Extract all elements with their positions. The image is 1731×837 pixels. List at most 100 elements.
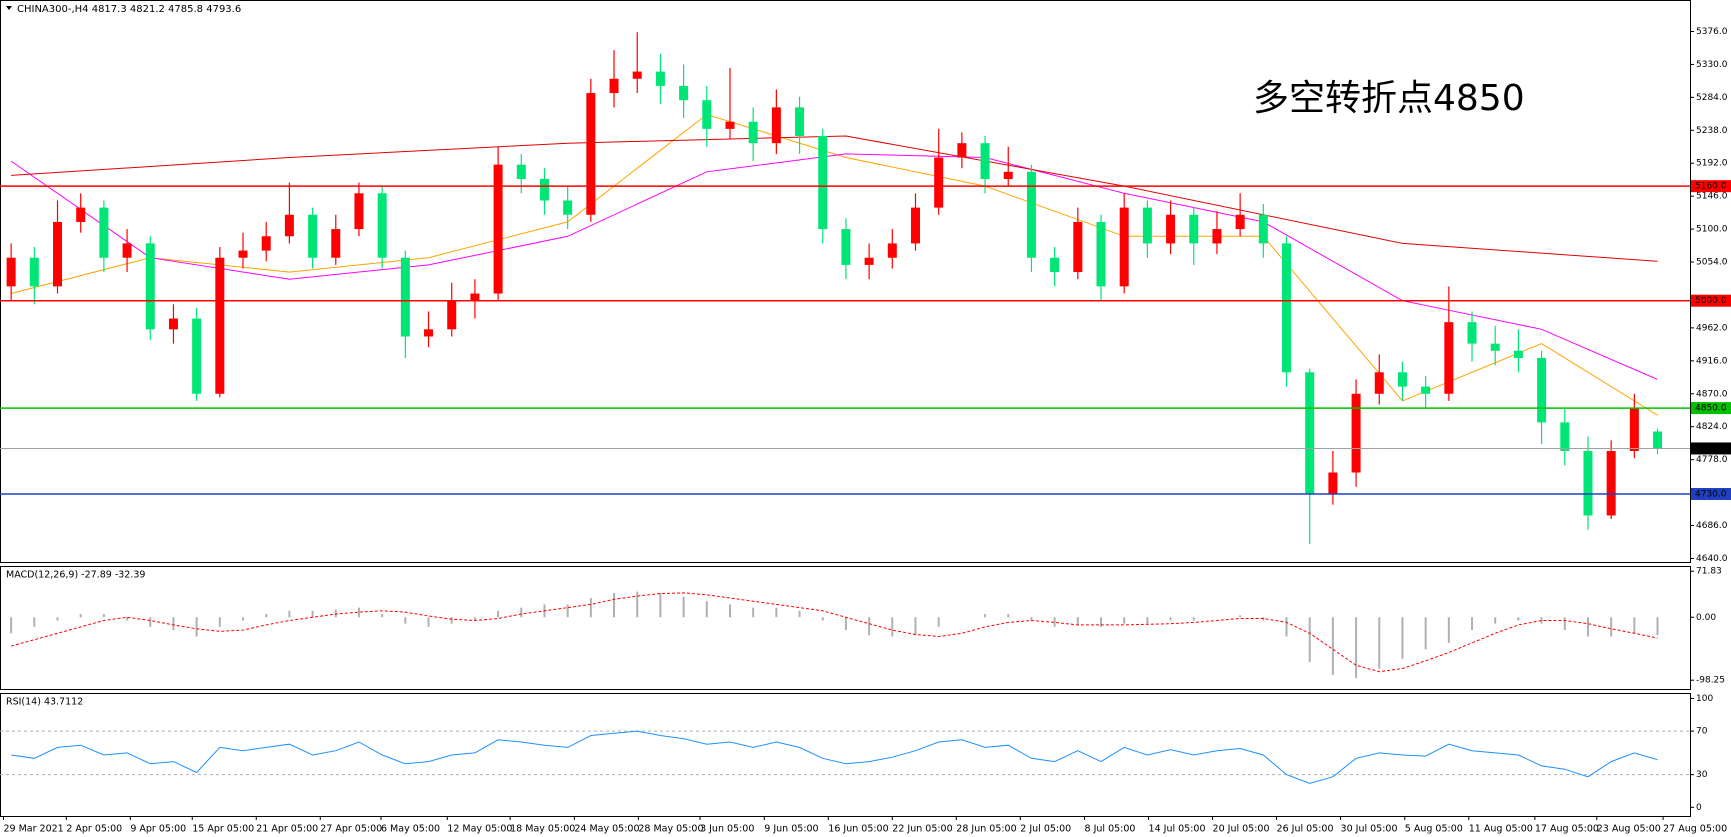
menu-triangle[interactable] xyxy=(6,6,12,10)
level-label: 5160.0 xyxy=(1695,182,1727,192)
candle-body xyxy=(1212,229,1222,244)
candle-body xyxy=(563,200,573,215)
x-tick-label: 30 Jul 05:00 xyxy=(1341,824,1398,835)
candle-body xyxy=(1397,372,1407,387)
candle-body xyxy=(771,107,781,144)
x-tick-label: 28 Jun 05:00 xyxy=(956,824,1016,835)
level-box xyxy=(1691,294,1731,307)
candle-body xyxy=(957,143,967,158)
y-tick-label: 4870.0 xyxy=(1696,389,1728,399)
level-box xyxy=(1691,442,1731,455)
level-box xyxy=(1691,180,1731,193)
level-label: 4730.0 xyxy=(1695,489,1727,499)
y-tick-label: 5054.0 xyxy=(1696,258,1728,268)
moving-average xyxy=(11,135,1658,262)
candle-body xyxy=(1629,408,1639,452)
x-tick-label: 20 Jul 05:00 xyxy=(1213,824,1270,835)
x-tick-label: 6 May 05:00 xyxy=(381,824,440,835)
y-tick-label: 5146.0 xyxy=(1696,192,1728,202)
candle-body xyxy=(1351,393,1361,473)
candle-body xyxy=(887,243,897,258)
panel-title: MACD(12,26,9) -27.89 -32.39 xyxy=(6,570,145,581)
x-tick-label: 18 May 05:00 xyxy=(510,824,575,835)
candle-body xyxy=(1653,431,1663,449)
candle-body xyxy=(122,243,132,258)
y-tick-label: 5192.0 xyxy=(1696,159,1728,169)
candle-body xyxy=(400,257,410,337)
candle-body xyxy=(493,164,503,294)
y-tick-label: 5330.0 xyxy=(1696,60,1728,70)
candle-body xyxy=(1119,207,1129,287)
y-tick-label: 5100.0 xyxy=(1696,225,1728,235)
panel-border xyxy=(0,566,1691,690)
chart-title: CHINA300-,H4 4817.3 4821.2 4785.8 4793.6 xyxy=(17,4,241,15)
x-tick-label: 26 Jul 05:00 xyxy=(1277,824,1334,835)
candle-body xyxy=(609,78,619,94)
x-tick-label: 21 Apr 05:00 xyxy=(256,824,318,835)
panel-title: RSI(14) 43.7112 xyxy=(6,697,83,708)
candle-body xyxy=(53,221,63,287)
candle-body xyxy=(1606,451,1616,516)
candle-body xyxy=(1421,386,1431,394)
x-tick-label: 12 May 05:00 xyxy=(447,824,512,835)
candle-body xyxy=(1328,472,1338,494)
candle-body xyxy=(238,250,248,258)
candle-body xyxy=(725,121,735,129)
candle-body xyxy=(818,136,828,230)
y-tick-label: 4962.0 xyxy=(1696,323,1728,333)
candle-body xyxy=(331,229,341,258)
candle-body xyxy=(1513,350,1523,358)
x-tick-label: 5 Aug 05:00 xyxy=(1405,824,1463,835)
candle-body xyxy=(1282,243,1292,373)
candle-body xyxy=(910,207,920,244)
macd-signal xyxy=(10,592,1658,673)
candle-body xyxy=(215,257,225,394)
candle-body xyxy=(192,318,202,394)
x-tick-label: 3 Jun 05:00 xyxy=(700,824,754,835)
candle-body xyxy=(1560,422,1570,452)
candle-body xyxy=(1142,207,1152,244)
candle-body xyxy=(702,100,712,129)
candle-body xyxy=(308,214,318,258)
candle-body xyxy=(1050,257,1060,273)
candle-body xyxy=(354,193,364,230)
x-tick-label: 17 Aug 05:00 xyxy=(1535,824,1599,835)
candle-body xyxy=(1166,214,1176,244)
candle-body xyxy=(1537,357,1547,423)
y-tick-label: 5238.0 xyxy=(1696,126,1728,136)
y-tick-label: -98.25 xyxy=(1696,676,1725,686)
x-tick-label: 24 May 05:00 xyxy=(574,824,639,835)
y-tick-label: 5376.0 xyxy=(1696,27,1728,37)
candle-body xyxy=(447,300,457,330)
x-tick-label: 14 Jul 05:00 xyxy=(1149,824,1206,835)
candle-body xyxy=(1235,214,1245,230)
candle-body xyxy=(655,71,665,86)
candle-body xyxy=(470,293,480,301)
x-tick-label: 16 Jun 05:00 xyxy=(828,824,888,835)
candle-body xyxy=(1583,451,1593,516)
candle-body xyxy=(29,257,39,287)
candle-body xyxy=(1073,221,1083,273)
y-tick-label: 0 xyxy=(1696,803,1702,813)
x-tick-label: 27 Aug 05:00 xyxy=(1663,824,1727,835)
y-tick-label: 71.83 xyxy=(1696,567,1722,577)
level-box xyxy=(1691,487,1731,500)
candle-body xyxy=(1444,322,1454,394)
candle-body xyxy=(934,157,944,208)
y-tick-label: 5284.0 xyxy=(1696,93,1728,103)
y-tick-label: 4686.0 xyxy=(1696,521,1728,531)
x-tick-label: 9 Apr 05:00 xyxy=(130,824,186,835)
candle-body xyxy=(864,257,874,265)
candle-body xyxy=(795,107,805,137)
y-tick-label: 70 xyxy=(1696,727,1708,737)
y-tick-label: 4916.0 xyxy=(1696,356,1728,366)
candle-body xyxy=(516,164,526,179)
candle-body xyxy=(261,236,271,251)
x-tick-label: 2 Apr 05:00 xyxy=(66,824,122,835)
y-tick-label: 4778.0 xyxy=(1696,455,1728,465)
candle-body xyxy=(586,93,596,215)
x-tick-label: 2 Jul 05:00 xyxy=(1020,824,1071,835)
panel-border xyxy=(0,693,1691,817)
x-tick-label: 11 Aug 05:00 xyxy=(1469,824,1533,835)
